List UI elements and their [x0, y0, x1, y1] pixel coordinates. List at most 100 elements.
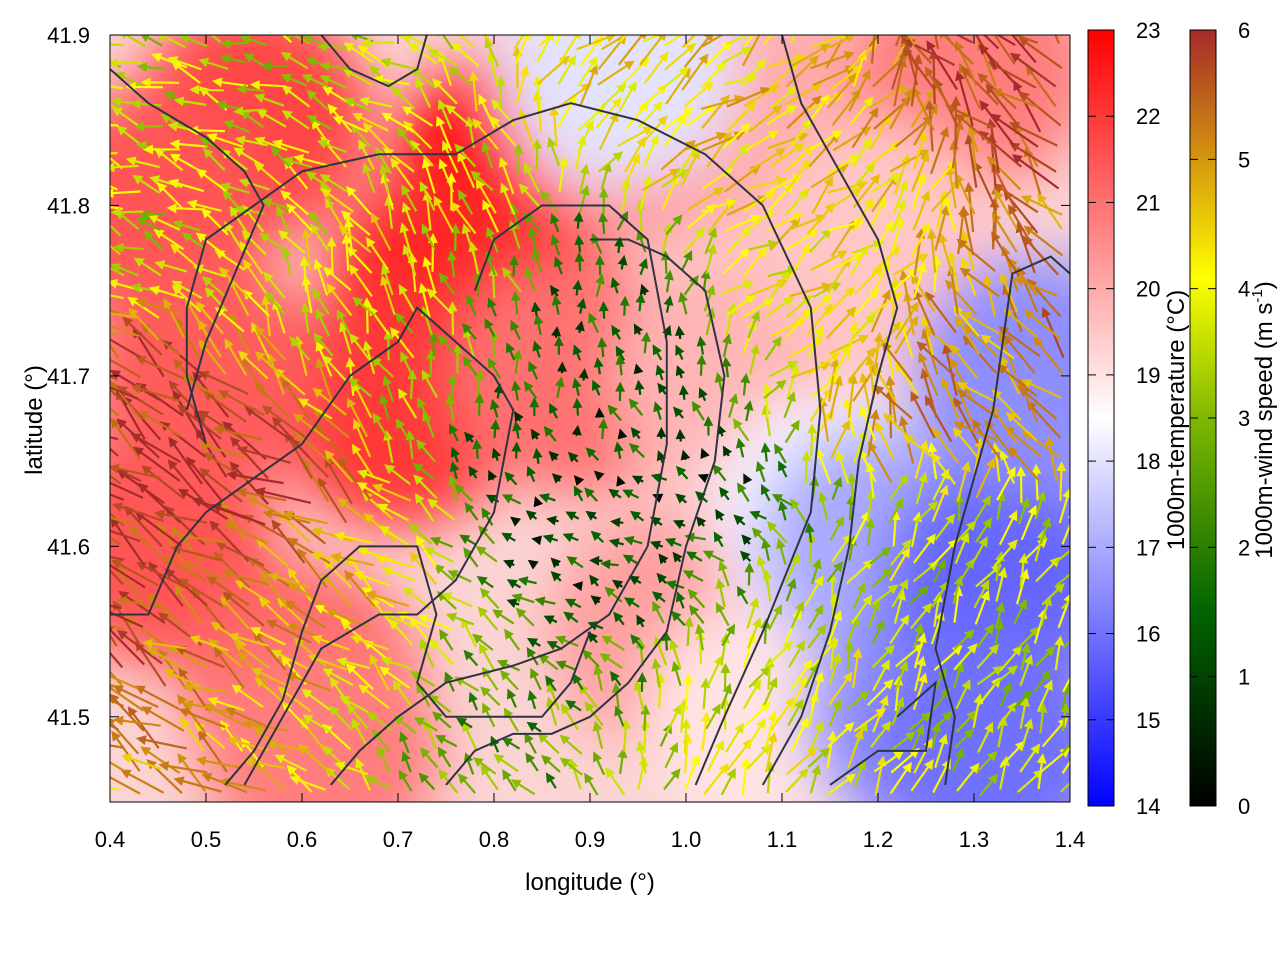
wind-arrow-head — [113, 242, 124, 253]
wind-arrow-head — [832, 698, 842, 711]
wind-arrow-head — [77, 518, 88, 527]
wind-arrow-shaft — [954, 381, 974, 423]
wind-arrow-head — [649, 540, 662, 551]
wind-arrow-head — [468, 691, 478, 703]
wind-arrow-head — [982, 274, 993, 286]
wind-arrow-head — [217, 390, 230, 400]
wind-arrow-head — [845, 306, 857, 318]
wind-arrow-head — [87, 79, 98, 89]
wind-arrow-head — [226, 736, 238, 747]
wind-arrow-head — [90, 603, 101, 612]
wind-arrow-shaft — [110, 156, 124, 170]
wind-arrow-shaft — [990, 406, 1018, 444]
wind-arrow-head — [148, 285, 160, 296]
wind-arrow-shaft — [894, 35, 902, 47]
wind-arrow-head — [306, 115, 318, 125]
wind-arrow-head — [1036, 753, 1047, 764]
wind-arrow-head — [955, 315, 965, 327]
wind-arrow-head — [593, 664, 604, 676]
wind-arrow-shaft — [185, 701, 229, 714]
wind-arrow-shaft — [812, 66, 854, 87]
wind-arrow-shaft — [110, 686, 145, 712]
wind-arrow-head — [670, 610, 682, 622]
wind-arrow-shaft — [1026, 66, 1057, 107]
x-tick-label: 1.2 — [863, 827, 894, 852]
wind-arrow-head — [130, 433, 142, 443]
wind-arrow-head — [816, 623, 827, 635]
wind-arrow-head — [410, 66, 422, 78]
wind-arrow-head — [593, 470, 605, 481]
wind-arrow-head — [924, 66, 935, 78]
wind-arrow-head — [169, 139, 180, 150]
windspeed-label-superscript: -1 — [1249, 289, 1266, 302]
wind-arrow-head — [70, 478, 81, 487]
wind-arrow-shaft — [1062, 639, 1070, 650]
wind-arrow-shaft — [882, 342, 913, 382]
wind-arrow-head — [130, 283, 142, 293]
wind-arrow-head — [622, 554, 634, 565]
wind-arrow-head — [287, 537, 299, 548]
wind-arrow-head — [893, 497, 904, 509]
wind-arrow-head — [802, 659, 813, 671]
wind-arrow-head — [918, 672, 928, 684]
wind-arrow-head — [891, 7, 901, 18]
wind-arrow-head — [545, 675, 555, 687]
wind-arrow-head — [580, 184, 590, 196]
wind-arrow-head — [133, 257, 145, 268]
wind-arrow-head — [799, 716, 809, 729]
wind-arrow-shaft — [894, 116, 932, 148]
wind-arrow-head — [220, 719, 230, 731]
wind-arrow-head — [519, 65, 530, 77]
wind-arrow-head — [428, 694, 440, 705]
wind-arrow-head — [950, 357, 960, 370]
wind-arrow-head — [414, 492, 425, 504]
wind-arrow-head — [293, 154, 305, 164]
wind-arrow-shaft — [113, 560, 159, 587]
wind-arrow-head — [127, 296, 139, 307]
wind-arrow-head — [550, 213, 560, 225]
wind-arrow-head — [598, 418, 609, 429]
wind-arrow-head — [333, 531, 345, 542]
wind-arrow-head — [902, 761, 912, 773]
wind-arrow-head — [696, 335, 707, 347]
wind-arrow-shaft — [290, 35, 311, 45]
wind-arrow-head — [472, 438, 483, 450]
wind-arrow-head — [1043, 679, 1053, 691]
wind-arrow-head — [658, 553, 669, 565]
wind-arrow-head — [889, 245, 901, 257]
wind-arrow-shaft — [826, 74, 857, 109]
wind-arrow-head — [678, 67, 690, 78]
wind-arrow-head — [474, 369, 485, 380]
wind-arrow-shaft — [229, 473, 284, 485]
wind-arrow-head — [203, 452, 215, 463]
wind-arrow-head — [227, 632, 239, 643]
wind-arrow-head — [186, 199, 198, 210]
wind-arrow-head — [316, 139, 328, 149]
wind-arrow-head — [1016, 466, 1027, 477]
wind-arrow-shaft — [723, 165, 760, 193]
wind-arrow-head — [261, 405, 273, 416]
wind-arrow-head — [881, 289, 891, 301]
wind-arrow-shaft — [926, 292, 957, 334]
wind-arrow-head — [136, 62, 148, 73]
wind-arrow-head — [287, 623, 299, 633]
wind-arrow-head — [209, 520, 220, 532]
wind-arrow-shaft — [345, 571, 376, 608]
wind-arrow-shaft — [282, 379, 311, 421]
wind-arrow-head — [721, 356, 732, 368]
wind-arrow-head — [939, 484, 949, 496]
wind-arrow-head — [680, 449, 691, 461]
wind-arrow-head — [653, 401, 663, 413]
wind-arrow-head — [801, 450, 812, 461]
wind-arrow-shaft — [111, 466, 161, 480]
wind-arrow-head — [627, 81, 637, 93]
wind-arrow-head — [285, 672, 297, 682]
wind-arrow-shaft — [110, 85, 124, 90]
wind-arrow-head — [543, 425, 554, 437]
wind-arrow-head — [329, 705, 340, 717]
wind-arrow-head — [301, 228, 312, 239]
wind-arrow-shaft — [963, 336, 998, 374]
wind-arrow-shaft — [110, 698, 125, 708]
wind-arrow-head — [417, 397, 427, 409]
